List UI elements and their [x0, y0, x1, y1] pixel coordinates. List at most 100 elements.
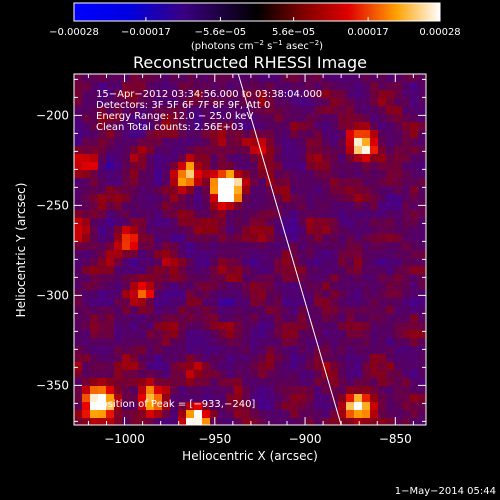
heatmap-cell	[378, 354, 387, 363]
heatmap-cell	[354, 162, 363, 171]
heatmap-cell	[402, 218, 411, 227]
heatmap-cell	[394, 170, 403, 179]
heatmap-cell	[378, 274, 387, 283]
heatmap-cell	[138, 154, 147, 163]
heatmap-cell	[74, 418, 83, 425]
heatmap-cell	[242, 346, 251, 355]
heatmap-cell	[178, 274, 187, 283]
heatmap-cell	[338, 122, 347, 131]
heatmap-cell	[90, 194, 99, 203]
heatmap-cell	[90, 114, 99, 123]
heatmap-cell	[74, 154, 83, 163]
heatmap-cell	[298, 178, 307, 187]
heatmap-cell	[194, 210, 203, 219]
heatmap-cell	[106, 186, 115, 195]
heatmap-cell	[250, 386, 259, 395]
heatmap-cell	[274, 122, 283, 131]
heatmap-cell	[386, 98, 395, 107]
heatmap-cell	[90, 82, 99, 91]
heatmap-cell	[250, 410, 259, 419]
heatmap-cell	[162, 418, 171, 425]
heatmap-cell	[402, 338, 411, 347]
heatmap-cell	[282, 250, 291, 259]
heatmap-cell	[194, 146, 203, 155]
heatmap-cell	[298, 410, 307, 419]
heatmap-cell	[242, 386, 251, 395]
heatmap-cell	[370, 330, 379, 339]
heatmap-cell	[274, 274, 283, 283]
heatmap-cell	[170, 146, 179, 155]
heatmap-cell	[378, 74, 387, 83]
heatmap-cell	[74, 362, 83, 371]
heatmap-cell	[74, 346, 83, 355]
heatmap-cell	[306, 218, 315, 227]
heatmap-cell	[146, 178, 155, 187]
heatmap-cell	[90, 362, 99, 371]
heatmap-cell	[138, 386, 147, 395]
heatmap-cell	[82, 298, 91, 307]
heatmap-cell	[114, 202, 123, 211]
heatmap-cell	[274, 314, 283, 323]
heatmap-cell	[370, 306, 379, 315]
heatmap-cell	[234, 402, 243, 411]
heatmap-cell	[114, 346, 123, 355]
heatmap-cell	[322, 314, 331, 323]
heatmap-cell	[282, 354, 291, 363]
heatmap-cell	[82, 218, 91, 227]
heatmap-cell	[330, 370, 339, 379]
heatmap-cell	[186, 170, 195, 179]
heatmap-cell	[210, 266, 219, 275]
heatmap-cell	[170, 378, 179, 387]
heatmap-cell	[122, 186, 131, 195]
heatmap-cell	[282, 186, 291, 195]
heatmap-cell	[170, 210, 179, 219]
heatmap-cell	[274, 234, 283, 243]
heatmap-cell	[394, 178, 403, 187]
heatmap-cell	[306, 138, 315, 147]
heatmap-cell	[242, 122, 251, 131]
heatmap-cell	[242, 402, 251, 411]
heatmap-cell	[274, 306, 283, 315]
heatmap-cell	[138, 74, 147, 83]
heatmap-cell	[138, 250, 147, 259]
heatmap-cell	[194, 194, 203, 203]
heatmap-cell	[250, 186, 259, 195]
heatmap-cell	[202, 354, 211, 363]
heatmap-cell	[402, 322, 411, 331]
heatmap-cell	[346, 346, 355, 355]
heatmap-cell	[290, 170, 299, 179]
heatmap-cell	[226, 282, 235, 291]
heatmap-cell	[162, 226, 171, 235]
heatmap-cell	[330, 186, 339, 195]
heatmap-cell	[370, 218, 379, 227]
heatmap-cell	[394, 130, 403, 139]
heatmap-cell	[146, 330, 155, 339]
heatmap-cell	[138, 130, 147, 139]
heatmap-cell	[234, 378, 243, 387]
heatmap-cell	[138, 274, 147, 283]
heatmap-cell	[338, 314, 347, 323]
heatmap-cell	[130, 234, 139, 243]
heatmap-cell	[210, 178, 219, 187]
heatmap-cell	[210, 346, 219, 355]
heatmap-cell	[114, 266, 123, 275]
heatmap-cell	[250, 362, 259, 371]
heatmap-cell	[130, 90, 139, 99]
heatmap-cell	[170, 370, 179, 379]
heatmap-cell	[106, 282, 115, 291]
heatmap-cell	[194, 378, 203, 387]
heatmap-cell	[402, 106, 411, 115]
heatmap-cell	[98, 202, 107, 211]
heatmap-cell	[218, 146, 227, 155]
heatmap-cell	[74, 274, 83, 283]
heatmap-cell	[122, 162, 131, 171]
heatmap-cell	[394, 418, 403, 425]
heatmap-cell	[178, 346, 187, 355]
heatmap-cell	[274, 98, 283, 107]
heatmap-cell	[346, 226, 355, 235]
heatmap-cell	[346, 410, 355, 419]
heatmap-cell	[226, 266, 235, 275]
heatmap-cell	[122, 138, 131, 147]
heatmap-cell	[234, 146, 243, 155]
heatmap-cell	[418, 258, 426, 267]
